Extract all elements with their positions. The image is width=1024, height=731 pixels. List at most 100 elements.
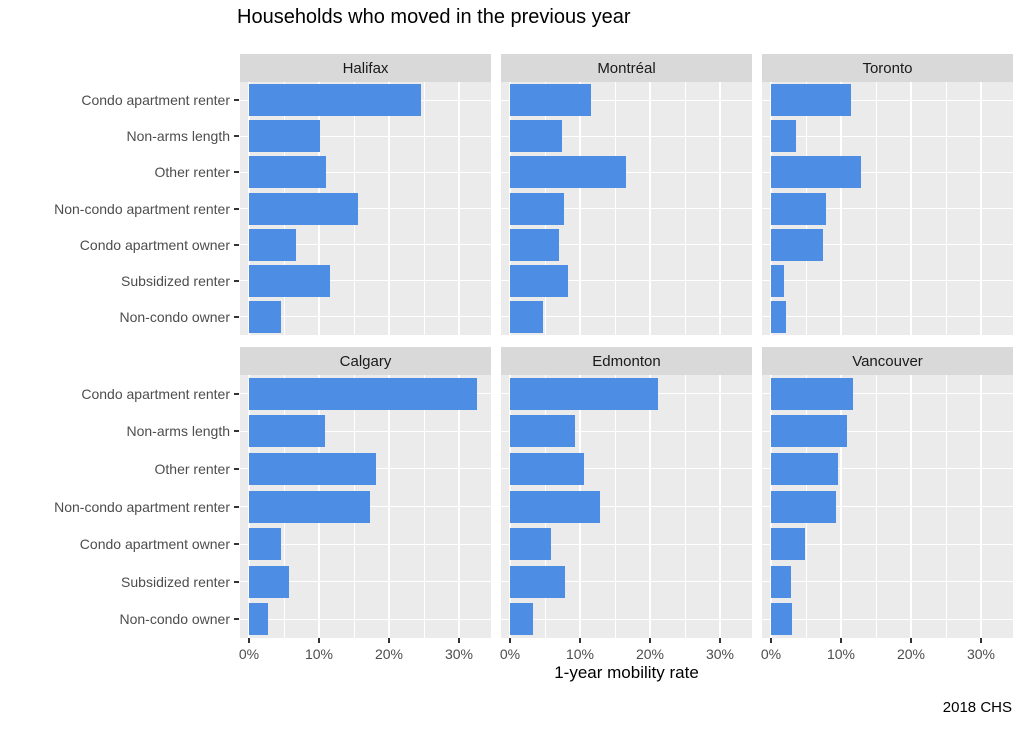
gridline-y-major (501, 171, 752, 173)
x-axis-tick (509, 638, 511, 643)
gridline-x-major (910, 375, 912, 638)
y-axis-label: Non-condo owner (119, 308, 230, 325)
y-axis-label: Non-condo apartment renter (54, 498, 230, 515)
bar-halifax-condo-apartment-renter (249, 84, 421, 117)
gridline-x-major (458, 375, 460, 638)
gridline-y-major (501, 430, 752, 432)
y-axis-tick (234, 171, 239, 174)
chart-title: Households who moved in the previous yea… (237, 6, 631, 28)
gridline-x-major (649, 82, 651, 335)
gridline-x-minor (684, 82, 686, 335)
bar-edmonton-other-renter (510, 452, 585, 485)
x-tick-label: 0% (238, 646, 260, 662)
bar-edmonton-non-condo-owner (510, 603, 534, 636)
bar-edmonton-subsidized-renter (510, 565, 565, 598)
gridline-y-major (501, 135, 752, 137)
facet-strip-halifax: Halifax (240, 54, 491, 82)
gridline-x-major (980, 375, 982, 638)
bar-calgary-non-condo-apartment-renter (249, 490, 371, 523)
x-tick-label: 30% (966, 646, 996, 662)
bar-halifax-subsidized-renter (249, 264, 330, 297)
x-axis-tick (719, 638, 721, 643)
y-axis-tick (234, 618, 239, 621)
y-axis-label: Other renter (154, 164, 230, 181)
bar-montreal-condo-apartment-renter (510, 84, 591, 117)
gridline-y-major (240, 581, 491, 583)
y-axis-label: Other renter (154, 460, 230, 477)
y-axis-tick (234, 207, 239, 210)
gridline-y-major (762, 280, 1013, 282)
x-tick-label: 20% (374, 646, 404, 662)
y-axis-tick (234, 315, 239, 318)
x-axis-title: 1-year mobility rate (554, 663, 699, 682)
y-axis-label: Non-arms length (126, 128, 231, 145)
gridline-y-major (501, 543, 752, 545)
gridline-x-major (388, 82, 390, 335)
gridline-y-major (762, 506, 1013, 507)
x-tick-label: 20% (896, 646, 926, 662)
bar-montreal-non-condo-apartment-renter (510, 192, 564, 225)
gridline-x-major (840, 375, 842, 638)
gridline-x-minor (423, 375, 425, 638)
gridline-x-major (980, 82, 982, 335)
x-axis-tick (458, 638, 460, 643)
bar-edmonton-condo-apartment-owner (510, 528, 552, 561)
y-axis-tick (234, 99, 239, 102)
gridline-y-major (240, 280, 491, 282)
gridline-y-major (762, 393, 1013, 395)
bar-toronto-subsidized-renter (771, 264, 784, 297)
y-axis-tick (234, 279, 239, 282)
x-tick-label: 30% (705, 646, 735, 662)
gridline-x-minor (614, 82, 616, 335)
y-axis-tick (234, 543, 239, 546)
bar-calgary-other-renter (249, 452, 376, 485)
bar-vancouver-condo-apartment-renter (771, 377, 853, 410)
gridline-y-major (762, 468, 1013, 470)
y-axis-tick (234, 392, 239, 395)
gridline-x-minor (423, 82, 425, 335)
gridline-y-major (501, 99, 752, 101)
x-axis-tick (318, 638, 320, 643)
facet-strip-edmonton: Edmonton (501, 347, 752, 375)
gridline-x-major (458, 82, 460, 335)
bar-montreal-other-renter (510, 156, 626, 189)
facet-strip-calgary: Calgary (240, 347, 491, 375)
gridline-y-major (762, 618, 1013, 620)
gridline-x-major (910, 82, 912, 335)
gridline-y-major (501, 618, 752, 620)
x-tick-label: 0% (760, 646, 782, 662)
y-axis-tick (234, 467, 239, 470)
gridline-x-minor (945, 375, 947, 638)
bar-toronto-condo-apartment-renter (771, 84, 851, 117)
x-tick-label: 30% (444, 646, 474, 662)
gridline-y-major (240, 316, 491, 318)
gridline-y-major (762, 171, 1013, 173)
x-tick-label: 10% (565, 646, 595, 662)
x-axis-tick (649, 638, 651, 643)
y-axis-label: Condo apartment owner (79, 236, 230, 253)
gridline-y-major (762, 543, 1013, 545)
gridline-x-major (719, 375, 721, 638)
gridline-y-major (762, 244, 1013, 246)
bar-edmonton-non-condo-apartment-renter (510, 490, 601, 523)
y-axis-label: Subsidized renter (121, 573, 230, 590)
gridline-y-major (762, 581, 1013, 583)
facet-strip-vancouver: Vancouver (762, 347, 1013, 375)
gridline-y-major (240, 430, 491, 432)
bar-montreal-condo-apartment-owner (510, 228, 559, 261)
y-axis-tick (234, 430, 239, 433)
bar-halifax-non-condo-owner (249, 300, 281, 333)
facet-strip-toronto: Toronto (762, 54, 1013, 82)
bar-calgary-non-arms-length (249, 415, 325, 448)
gridline-x-minor (875, 375, 877, 638)
gridline-y-major (762, 99, 1013, 101)
bar-calgary-subsidized-renter (249, 565, 289, 598)
bar-vancouver-non-condo-apartment-renter (771, 490, 837, 523)
gridline-x-minor (614, 375, 616, 638)
x-axis-tick (770, 638, 772, 643)
bar-toronto-condo-apartment-owner (771, 228, 823, 261)
gridline-y-major (240, 208, 491, 209)
gridline-y-major (240, 171, 491, 173)
gridline-y-major (762, 430, 1013, 432)
gridline-y-major (762, 208, 1013, 209)
